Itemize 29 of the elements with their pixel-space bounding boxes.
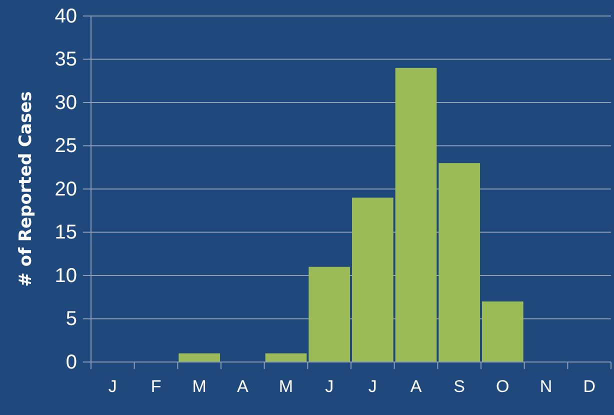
x-tick-label: J xyxy=(108,377,117,396)
y-tick-label: 30 xyxy=(54,92,77,114)
bar xyxy=(178,353,220,362)
y-tick-label: 35 xyxy=(54,48,77,71)
y-tick-label: 25 xyxy=(54,135,77,158)
y-tick-label: 20 xyxy=(54,178,77,200)
bar xyxy=(395,68,437,362)
x-tick-label: A xyxy=(410,377,422,396)
x-tick-label: F xyxy=(150,377,162,396)
x-tick-label: M xyxy=(278,377,294,396)
bar xyxy=(352,198,394,362)
bar xyxy=(265,353,307,362)
x-tick-label: A xyxy=(236,377,249,396)
y-tick-label: 10 xyxy=(54,264,77,287)
x-tick-label: D xyxy=(583,377,596,396)
x-tick-label: N xyxy=(540,377,552,396)
bar xyxy=(438,163,480,362)
y-tick-label: 0 xyxy=(66,351,77,374)
y-tick-label: 40 xyxy=(54,5,77,28)
x-tick-label: M xyxy=(192,377,206,396)
bar xyxy=(308,266,350,362)
x-tick-label: S xyxy=(454,377,466,396)
x-tick-label: O xyxy=(496,377,510,396)
y-tick-label: 5 xyxy=(66,308,77,330)
bar xyxy=(482,301,524,362)
y-axis-title: # of Reported Cases xyxy=(16,91,36,287)
x-tick-label: J xyxy=(325,377,334,396)
x-tick-label: J xyxy=(368,377,377,396)
y-tick-label: 15 xyxy=(54,222,77,244)
